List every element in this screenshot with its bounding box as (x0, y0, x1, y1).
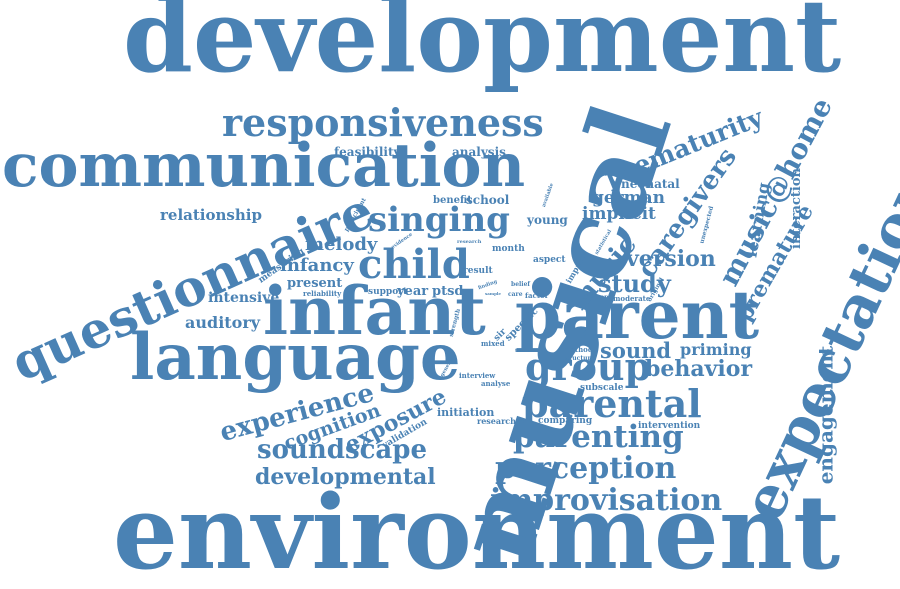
word-implicit: implicit (582, 204, 656, 224)
word-belief: belief (511, 281, 530, 288)
word-priming: priming (680, 340, 752, 359)
word-reliability: reliability (303, 289, 342, 298)
word-version: version (626, 246, 716, 272)
word-factor: factor (525, 291, 549, 300)
word-responsiveness: responsiveness (222, 100, 544, 145)
word-aspect: aspect (533, 255, 566, 265)
word-interaction: interaction (788, 168, 804, 249)
word-group: group (525, 344, 652, 389)
word-developmental: developmental (255, 464, 436, 490)
word-neonatal: neonatal (621, 177, 680, 191)
word-school: school (466, 193, 510, 207)
word-environment: environment (113, 473, 841, 589)
word-benefit: benefit (433, 195, 472, 206)
word-researcher: researcher (477, 416, 526, 426)
word-ptsd: ptsd (432, 284, 464, 299)
word-young: young (527, 213, 568, 227)
word-singing: singing (368, 200, 510, 240)
word-development: development (123, 0, 842, 95)
word-month: month (492, 244, 525, 254)
word-analyse: analyse (481, 379, 511, 388)
word-child: child (358, 241, 470, 288)
word-infancy: infancy (280, 255, 354, 276)
word-year: year (397, 284, 429, 299)
word-care: care (508, 291, 523, 298)
word-interview: interview (459, 371, 496, 380)
word-melody: melody (305, 234, 378, 255)
word-initiation: initiation (437, 406, 495, 419)
word-theme: theme (515, 348, 533, 354)
word-support: support (368, 287, 408, 297)
word-auditory: auditory (185, 313, 261, 332)
word-analysis: analysis (452, 145, 506, 159)
word-language: language (130, 320, 461, 395)
word-feasibility: feasibility (334, 145, 401, 159)
word-parent: parent (515, 276, 760, 354)
word-present: present (287, 276, 343, 291)
word-different: different (582, 294, 612, 301)
word-perception: perception (495, 451, 677, 486)
word-subscale: subscale (580, 383, 624, 393)
word-behavior: behavior (645, 356, 753, 382)
word-moderate: moderate (613, 294, 651, 303)
word-improvisation: improvisation (490, 483, 723, 518)
word-research: research (457, 239, 482, 245)
word-relationship: relationship (160, 206, 262, 224)
word-result: result (463, 266, 493, 276)
word-comparing: comparing (538, 416, 593, 426)
word-soundscape: soundscape (257, 435, 428, 465)
word-sound: sound (600, 338, 672, 363)
word-communication: communication (2, 131, 526, 201)
word-engagement: engagement (813, 345, 838, 485)
word-sample: sample (485, 291, 501, 296)
word-parenting: parenting (513, 419, 684, 455)
word-intervention: intervention (638, 421, 701, 431)
word-infant: infant (263, 272, 486, 350)
word-german: german (592, 188, 666, 208)
word-study: study (598, 269, 671, 298)
word-method: method (563, 345, 593, 354)
word-intensive: intensive (208, 290, 280, 306)
word-mixed: mixed (481, 339, 505, 348)
word-parental: parental (522, 381, 702, 426)
word-structure: structure (563, 355, 595, 362)
